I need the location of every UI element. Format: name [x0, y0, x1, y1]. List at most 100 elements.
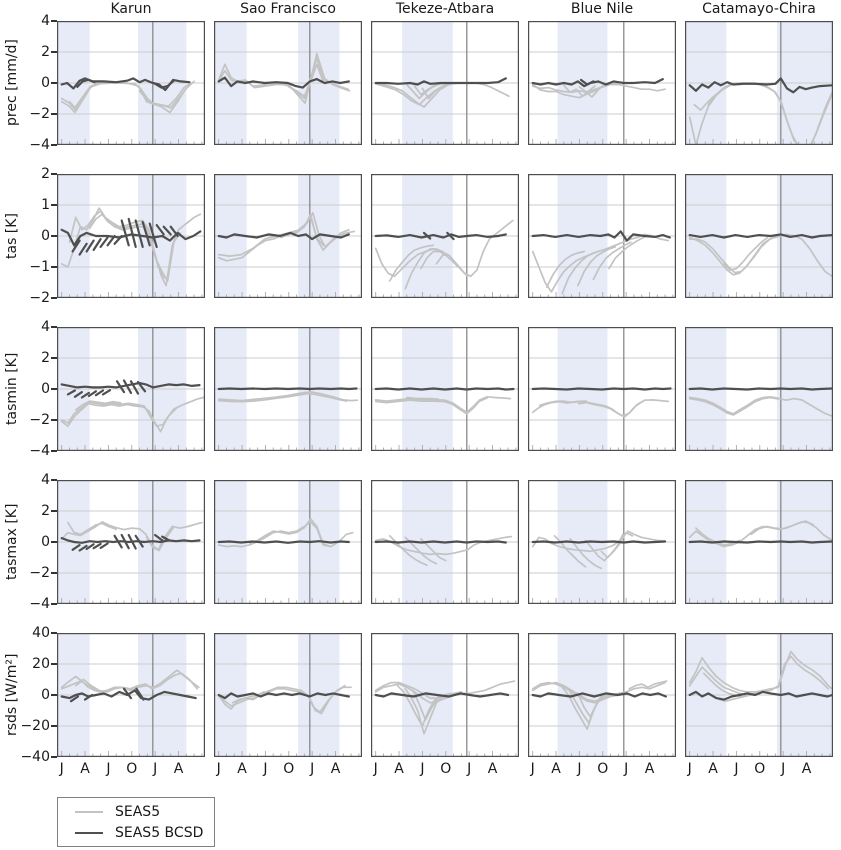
y-tick-label: −2 — [29, 290, 50, 306]
y-tick-mark — [51, 541, 57, 543]
y-tick-label: −4 — [29, 443, 50, 459]
legend: SEAS5 SEAS5 BCSD — [57, 797, 215, 847]
y-tick-label: 0 — [41, 381, 50, 397]
y-tick-mark — [51, 479, 57, 481]
y-tick-label: −1 — [29, 259, 50, 275]
y-tick-label: −40 — [20, 749, 50, 765]
x-tick-label: A — [644, 761, 655, 777]
column-title-sao-francisco: Sao Francisco — [240, 1, 336, 17]
y-tick-mark — [51, 113, 57, 115]
legend-label-seas5-bcsd: SEAS5 BCSD — [115, 825, 204, 841]
x-tick-label: A — [173, 761, 184, 777]
x-tick-label: J — [216, 761, 221, 777]
x-tick-label: J — [310, 761, 315, 777]
panel-sao-francisco-tasmax — [214, 480, 362, 604]
y-tick-label: 2 — [41, 166, 50, 182]
panel-catamayo-chira-prec — [685, 21, 833, 145]
y-tick-mark — [51, 510, 57, 512]
x-tick-label: J — [153, 761, 158, 777]
y-tick-label: 20 — [32, 656, 50, 672]
x-tick-label: A — [330, 761, 341, 777]
panel-sao-francisco-prec — [214, 21, 362, 145]
x-tick-label: A — [80, 761, 90, 777]
panel-tekeze-atbara-rsds — [371, 633, 519, 757]
y-tick-mark — [51, 572, 57, 574]
x-tick-label: A — [551, 761, 561, 777]
panel-tekeze-atbara-tasmax — [371, 480, 519, 604]
y-tick-mark — [51, 756, 57, 758]
y-tick-label: −20 — [20, 718, 50, 734]
seas5-bcsd-line-swatch — [75, 832, 103, 834]
y-tick-label: 4 — [41, 13, 50, 29]
x-tick-label: O — [440, 761, 452, 777]
y-tick-mark — [51, 297, 57, 299]
panel-blue-nile-tasmin — [528, 327, 676, 451]
y-tick-label: −2 — [29, 106, 50, 122]
legend-entry-seas5: SEAS5 — [58, 801, 214, 823]
x-tick-label: J — [577, 761, 582, 777]
x-tick-label: J — [781, 761, 786, 777]
panel-tekeze-atbara-prec — [371, 21, 519, 145]
x-tick-label: O — [597, 761, 609, 777]
x-tick-label: O — [126, 761, 138, 777]
panel-karun-tas — [57, 174, 205, 298]
x-tick-label: J — [467, 761, 472, 777]
panel-blue-nile-rsds — [528, 633, 676, 757]
panel-blue-nile-prec — [528, 21, 676, 145]
panel-blue-nile-tas — [528, 174, 676, 298]
column-title-tekeze-atbara: Tekeze-Atbara — [395, 1, 495, 17]
y-tick-label: 2 — [41, 44, 50, 60]
y-tick-mark — [51, 357, 57, 359]
y-tick-label: 2 — [41, 350, 50, 366]
x-tick-label: O — [283, 761, 295, 777]
y-tick-label: 1 — [41, 197, 50, 213]
x-tick-label: O — [754, 761, 766, 777]
panel-tekeze-atbara-tasmin — [371, 327, 519, 451]
x-tick-label: A — [237, 761, 247, 777]
x-tick-label: A — [487, 761, 498, 777]
y-tick-mark — [51, 663, 57, 665]
panel-sao-francisco-tasmin — [214, 327, 362, 451]
x-tick-label: J — [106, 761, 111, 777]
y-tick-mark — [51, 204, 57, 206]
legend-entry-seas5-bcsd: SEAS5 BCSD — [58, 822, 214, 844]
x-tick-label: J — [734, 761, 739, 777]
panel-catamayo-chira-tasmax — [685, 480, 833, 604]
y-tick-label: 0 — [41, 228, 50, 244]
y-tick-mark — [51, 235, 57, 237]
x-tick-label: J — [263, 761, 268, 777]
y-tick-mark — [51, 419, 57, 421]
x-tick-label: J — [59, 761, 64, 777]
x-tick-label: A — [708, 761, 718, 777]
y-tick-mark — [51, 603, 57, 605]
panel-blue-nile-tasmax — [528, 480, 676, 604]
panel-karun-tasmax — [57, 480, 205, 604]
panel-karun-prec — [57, 21, 205, 145]
y-tick-mark — [51, 450, 57, 452]
x-tick-label: A — [801, 761, 812, 777]
y-tick-mark — [51, 266, 57, 268]
y-tick-mark — [51, 173, 57, 175]
x-tick-label: J — [373, 761, 378, 777]
y-tick-mark — [51, 388, 57, 390]
y-tick-label: 4 — [41, 472, 50, 488]
y-tick-label: −4 — [29, 596, 50, 612]
panel-catamayo-chira-tasmin — [685, 327, 833, 451]
y-tick-mark — [51, 144, 57, 146]
panel-sao-francisco-tas — [214, 174, 362, 298]
y-tick-label: −2 — [29, 412, 50, 428]
y-tick-label: 4 — [41, 319, 50, 335]
y-tick-mark — [51, 632, 57, 634]
y-tick-mark — [51, 326, 57, 328]
y-tick-label: 0 — [41, 75, 50, 91]
panel-sao-francisco-rsds — [214, 633, 362, 757]
seas5-line-swatch — [75, 811, 103, 813]
x-tick-label: J — [420, 761, 425, 777]
column-title-karun: Karun — [110, 1, 152, 17]
x-tick-label: J — [687, 761, 692, 777]
y-tick-label: 0 — [41, 534, 50, 550]
x-tick-label: J — [530, 761, 535, 777]
y-tick-mark — [51, 694, 57, 696]
y-tick-mark — [51, 20, 57, 22]
